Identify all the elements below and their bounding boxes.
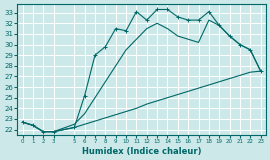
X-axis label: Humidex (Indice chaleur): Humidex (Indice chaleur) xyxy=(82,147,201,156)
